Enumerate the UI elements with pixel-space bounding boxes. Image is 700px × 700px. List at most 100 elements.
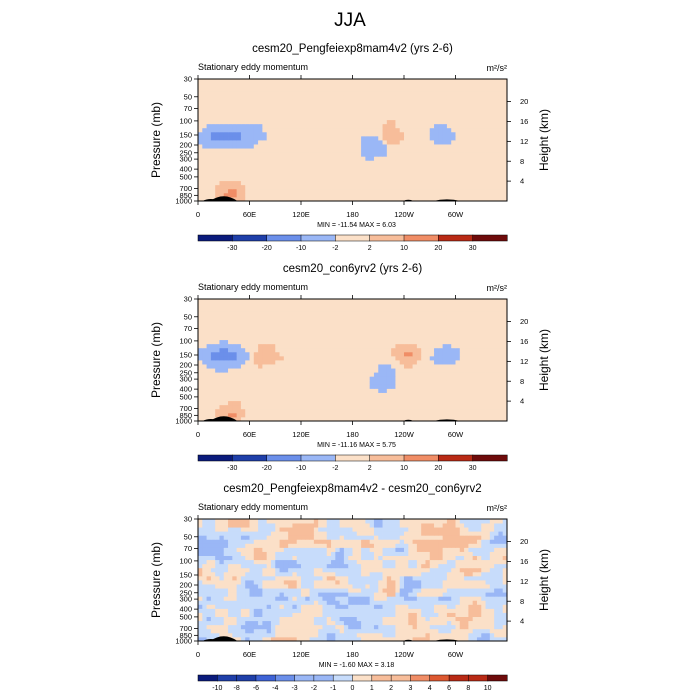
heatmap-cell (412, 111, 418, 116)
heatmap-cell (266, 364, 272, 369)
heatmap-cell (459, 180, 465, 186)
heatmap-cell (489, 135, 495, 141)
heatmap-cell (416, 368, 422, 373)
heatmap-cell (365, 172, 371, 177)
heatmap-cell (296, 144, 302, 149)
heatmap-cell (331, 347, 336, 353)
heatmap-cell (215, 351, 220, 357)
heatmap-cell (253, 331, 259, 336)
heatmap-cell (202, 416, 207, 422)
heatmap-cell (352, 355, 358, 361)
heatmap-cell (262, 384, 268, 389)
heatmap-cell (472, 95, 478, 100)
heatmap-cell (232, 156, 238, 161)
heatmap-cell (275, 388, 280, 393)
heatmap-cell (232, 115, 238, 121)
heatmap-cell (339, 624, 345, 630)
heatmap-cell (498, 323, 504, 328)
heatmap-cell (339, 368, 345, 373)
heatmap-cell (485, 400, 491, 406)
heatmap-cell (305, 91, 310, 96)
heatmap-cell (335, 376, 341, 381)
heatmap-cell (335, 176, 341, 182)
heatmap-cell (382, 140, 388, 145)
heatmap-cell (210, 99, 216, 104)
heatmap-cell (434, 343, 439, 349)
heatmap-cell (382, 404, 388, 410)
heatmap-cell (343, 144, 349, 149)
heatmap-cell (258, 396, 263, 402)
heatmap-cell (446, 111, 452, 116)
heatmap-cell (421, 307, 426, 312)
heatmap-cell (283, 400, 289, 406)
heatmap-cell (253, 620, 259, 626)
heatmap-cell (240, 307, 246, 312)
heatmap-cell (253, 408, 259, 414)
heatmap-cell (502, 376, 508, 381)
heatmap-cell (408, 616, 413, 622)
heatmap-cell (318, 335, 323, 341)
heatmap-cell (476, 131, 482, 137)
heatmap-cell (202, 176, 207, 182)
heatmap-cell (305, 319, 310, 324)
y-tick-label: 70 (184, 324, 192, 333)
heatmap-cell (305, 327, 310, 332)
heatmap-cell (481, 376, 486, 381)
heatmap-cell (391, 164, 396, 169)
heatmap-cell (485, 339, 491, 345)
heatmap-cell (318, 188, 323, 194)
heatmap-cell (296, 368, 302, 373)
heatmap-cell (198, 347, 203, 353)
heatmap-cell (455, 172, 461, 177)
heatmap-cell (464, 91, 469, 96)
heatmap-cell (352, 111, 358, 116)
heatmap-cell (270, 372, 276, 377)
heatmap-cell (348, 131, 353, 137)
heatmap-cell (494, 131, 499, 137)
heatmap-cell (502, 408, 508, 414)
heatmap-cell (219, 180, 225, 186)
heatmap-cell (288, 127, 293, 133)
heatmap-cell (464, 412, 469, 418)
heatmap-cell (318, 355, 323, 361)
heatmap-cell (309, 620, 315, 626)
heatmap-cell (451, 87, 456, 92)
heatmap-cell (369, 416, 375, 422)
heatmap-cell (275, 360, 280, 365)
heatmap-cell (429, 327, 435, 332)
heatmap-cell (318, 351, 323, 357)
heatmap-cell (361, 315, 366, 320)
heatmap-cell (253, 355, 259, 361)
heatmap-cell (399, 372, 405, 377)
heatmap-cell (365, 620, 371, 626)
heatmap-cell (275, 347, 280, 353)
heatmap-cell (378, 192, 383, 198)
heatmap-cell (279, 168, 285, 173)
heatmap-cell (446, 315, 452, 320)
heatmap-cell (305, 103, 310, 108)
heatmap-cell (451, 327, 456, 332)
heatmap-cell (198, 83, 203, 88)
heatmap-cell (313, 323, 319, 328)
heatmap-cell (262, 372, 268, 377)
heatmap-cell (275, 628, 280, 634)
heatmap-cell (253, 339, 259, 345)
heatmap-cell (210, 412, 216, 418)
heatmap-cell (202, 616, 207, 622)
heatmap-cell (373, 107, 379, 112)
heatmap-cell (386, 123, 392, 129)
heatmap-cell (249, 388, 255, 393)
heatmap-cell (318, 144, 323, 149)
heatmap-cell (434, 400, 439, 406)
heatmap-cell (395, 303, 401, 308)
heatmap-cell (305, 408, 310, 414)
heatmap-cell (404, 95, 409, 100)
heatmap-cell (249, 144, 255, 149)
heatmap-cell (326, 376, 332, 381)
heatmap-cell (210, 315, 216, 320)
heatmap-cell (378, 351, 383, 357)
heatmap-cell (442, 107, 448, 112)
heatmap-cell (210, 140, 216, 145)
heatmap-cell (498, 152, 504, 157)
heatmap-cell (335, 307, 341, 312)
